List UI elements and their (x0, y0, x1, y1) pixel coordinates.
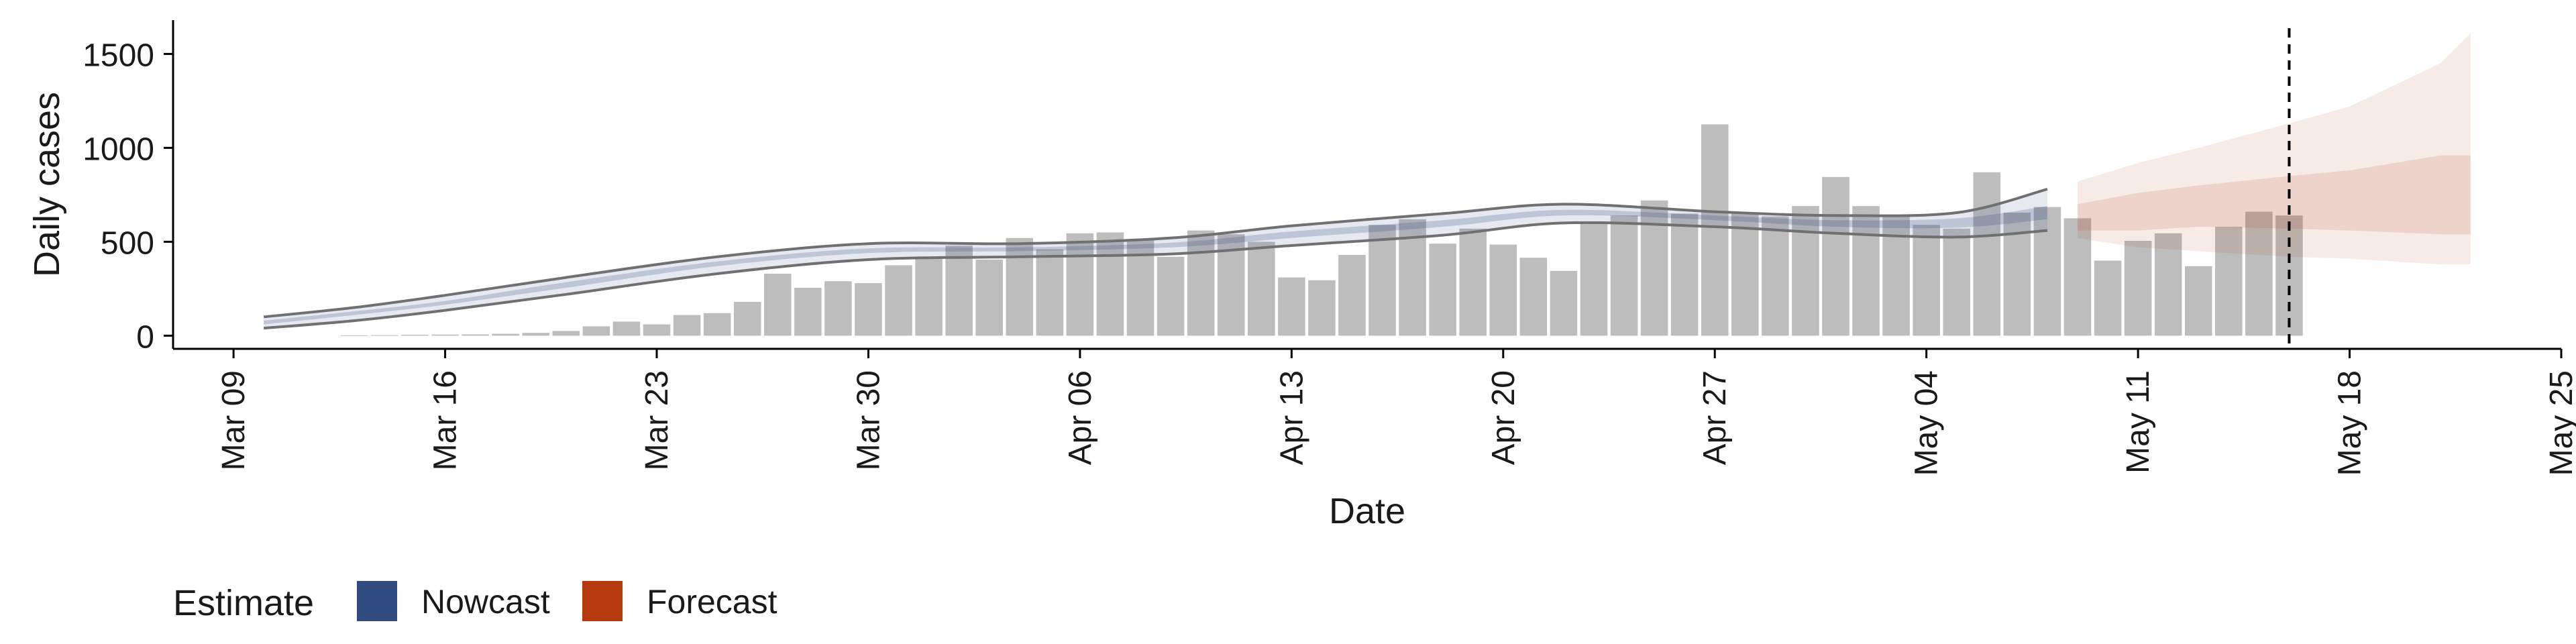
bar (1338, 255, 1366, 336)
legend-label-nowcast: Nowcast (421, 583, 550, 621)
bar (1792, 206, 1819, 336)
bar (341, 335, 368, 336)
bar (945, 246, 973, 336)
bar (794, 288, 822, 336)
x-tick-label: Mar 23 (639, 370, 675, 470)
bar (2184, 266, 2212, 336)
bar (1701, 124, 1729, 336)
bar (1489, 244, 1517, 336)
legend-swatch-forecast (582, 581, 623, 621)
bar (1459, 228, 1487, 336)
x-tick-label: Apr 20 (1486, 370, 1521, 465)
bar (582, 326, 610, 336)
bar (2124, 241, 2152, 336)
bar (1943, 228, 1971, 336)
bar (1066, 233, 1094, 336)
bar (371, 335, 398, 336)
bar (2154, 233, 2182, 336)
bar (1822, 176, 1849, 336)
x-tick-label: Mar 09 (216, 370, 252, 470)
x-axis-title: Date (1329, 491, 1405, 531)
bar (1550, 270, 1578, 336)
bar (2215, 227, 2243, 336)
x-tick-label: May 04 (1909, 370, 1945, 476)
y-tick-label: 500 (101, 225, 154, 261)
bar (1913, 225, 1940, 336)
bar (1580, 223, 1608, 336)
bar (1308, 280, 1336, 336)
nowcast-band (263, 188, 2048, 330)
legend: Estimate Nowcast Forecast (173, 581, 777, 623)
bar (1006, 237, 1034, 336)
forecast-band (2077, 33, 2471, 264)
y-tick-label: 1500 (83, 38, 154, 73)
x-tick-label: May 11 (2121, 370, 2156, 474)
x-ticks: Mar 09 Mar 16 Mar 23 Mar 30 Apr 06 Apr 13 Apr … (216, 349, 2576, 476)
bar (824, 281, 852, 336)
bar (855, 283, 882, 336)
x-tick-label: Apr 06 (1063, 370, 1098, 465)
bar (1036, 249, 1064, 336)
plot-area (263, 28, 2471, 349)
x-tick-label: Mar 16 (428, 370, 464, 470)
bar (1368, 225, 1396, 336)
bar (522, 333, 550, 336)
bar (1157, 256, 1185, 336)
y-axis: 0 500 1000 1500 Daily cases (27, 20, 174, 355)
bar (612, 321, 641, 336)
bar (1278, 277, 1305, 336)
bar (492, 333, 519, 336)
bar (1429, 244, 1456, 336)
x-tick-label: Mar 30 (851, 370, 886, 470)
x-axis: Mar 09 Mar 16 Mar 23 Mar 30 Apr 06 Apr 13 Apr … (173, 347, 2576, 531)
bar (1187, 230, 1215, 336)
y-tick-label: 0 (136, 319, 154, 355)
bar (975, 260, 1003, 336)
y-axis-title: Daily cases (27, 92, 67, 277)
x-tick-label: May 18 (2332, 370, 2368, 476)
legend-swatch-nowcast (357, 581, 397, 621)
bar (1973, 172, 2001, 336)
bar (763, 274, 792, 336)
x-tick-label: Apr 27 (1697, 370, 1733, 465)
bar (1096, 232, 1124, 336)
nowcast-upper-line (263, 188, 2048, 319)
bar (703, 313, 731, 336)
bar (1852, 206, 1880, 336)
bar (1731, 213, 1759, 336)
bar (733, 302, 761, 336)
bar (1248, 241, 1275, 336)
legend-title: Estimate (173, 583, 314, 623)
forecast-inner-band (2077, 155, 2471, 235)
bar (885, 265, 912, 336)
bar (431, 334, 459, 336)
bar (1519, 258, 1548, 336)
bar (673, 315, 701, 336)
bar (1670, 213, 1699, 336)
nowcast-lower-line (264, 221, 2048, 330)
bar (1762, 216, 1789, 336)
x-tick-label: Apr 13 (1274, 370, 1309, 465)
y-tick-label: 1000 (83, 131, 154, 167)
forecast-outer-band (2077, 33, 2471, 264)
bar (552, 331, 580, 336)
bar (643, 324, 671, 336)
bar (1610, 215, 1638, 336)
bar (915, 256, 943, 336)
bar (2063, 218, 2092, 336)
bar (2033, 207, 2061, 336)
bar (462, 334, 489, 336)
bar (2245, 211, 2273, 336)
y-ticks: 0 500 1000 1500 (83, 38, 173, 355)
legend-label-forecast: Forecast (647, 583, 777, 621)
bar (2094, 260, 2122, 336)
x-tick-label: May 25 (2544, 370, 2576, 476)
